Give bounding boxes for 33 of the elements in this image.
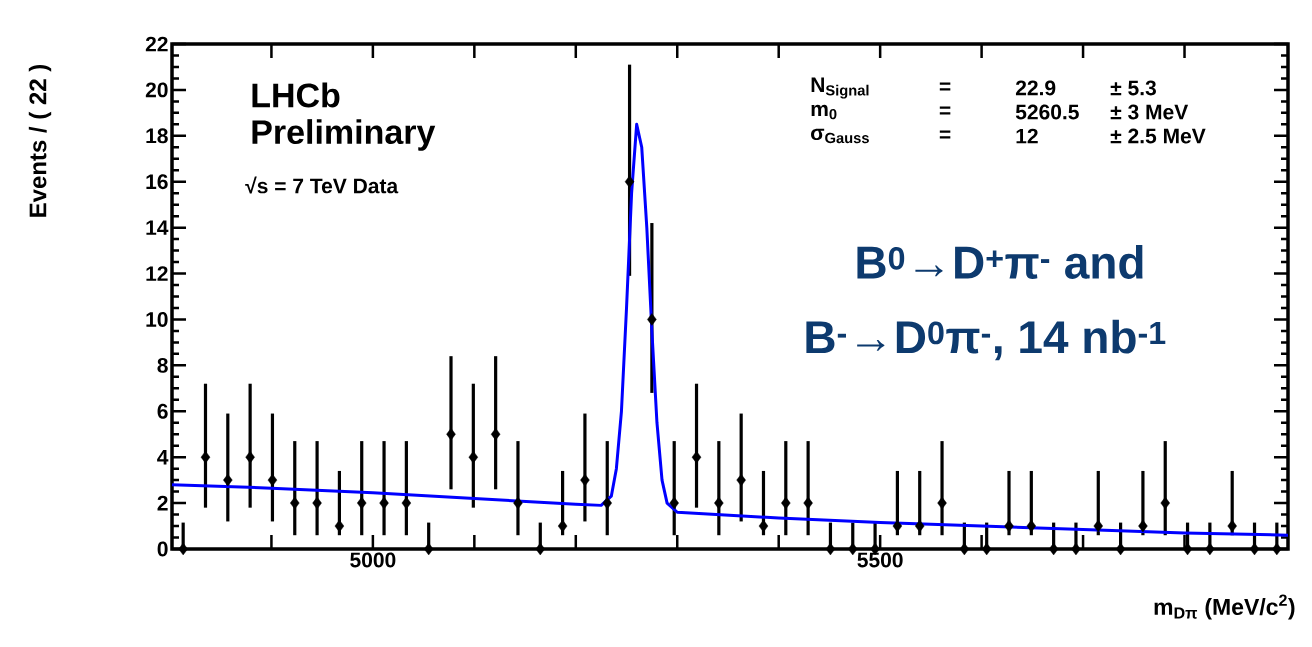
annotation: ± 2.5 MeV <box>1110 128 1206 144</box>
annotation: σ$_{Gauss}$ <box>811 128 869 144</box>
y-tick-label: 14 <box>146 220 169 235</box>
y-tick-label: 0 <box>157 541 168 557</box>
annotation: LHCb <box>252 82 340 108</box>
annotation: B$^{-}$→D$^{0}$π$^{-}$, 14 nb$^{-1}$ <box>806 319 1166 361</box>
annotation: √s = 7 TeV Data <box>245 176 399 194</box>
y-tick-label: 8 <box>157 357 168 373</box>
y-tick-label: 4 <box>157 449 169 465</box>
x-tick-label: 5500 <box>857 552 903 568</box>
y-tick-label: 18 <box>146 128 168 144</box>
x-tick-label: 5000 <box>350 552 396 568</box>
y-tick-label: 16 <box>146 174 168 190</box>
annotation: = <box>939 82 951 91</box>
y-tick-label: 6 <box>157 403 168 419</box>
y-tick-label: 22 <box>145 36 168 52</box>
annotation: B$^{0}$→D$^{+}$π$^{-}$ and <box>857 245 1143 279</box>
annotation: = <box>939 130 951 139</box>
y-tick-label: 10 <box>146 312 168 327</box>
y-tick-label: 20 <box>145 82 168 98</box>
annotation: Preliminary <box>252 119 436 151</box>
annotation: = <box>939 106 951 115</box>
x-axis-title: m$_{Dπ}$ (MeV/c$^{2}$) <box>1154 594 1295 620</box>
annotation: ± 3 MeV <box>1110 104 1189 120</box>
annotation: 22.9 <box>1015 80 1056 96</box>
annotation: N$_{Signal}$ <box>811 77 869 99</box>
annotation: 5260.5 <box>1015 104 1079 120</box>
y-tick-label: 12 <box>146 266 168 281</box>
annotation: m$_{0}$ <box>811 104 837 120</box>
annotation: ± 5.3 <box>1110 80 1156 96</box>
y-axis-title: Events / ( 22 ) <box>28 64 52 217</box>
y-tick-label: 2 <box>157 495 168 511</box>
annotation: 12 <box>1016 128 1038 144</box>
